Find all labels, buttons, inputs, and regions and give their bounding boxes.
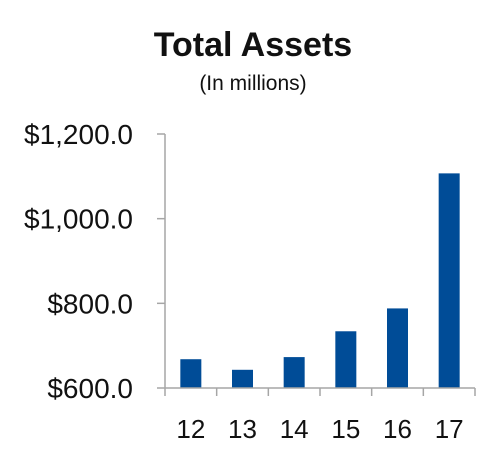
x-axis-tick-labels: 12 13 14 15 16 17: [176, 414, 463, 444]
bar-15: [335, 331, 357, 388]
bars: [180, 173, 460, 388]
y-axis-tick-labels: $600.0 $800.0 $1,000.0 $1,200.0: [24, 119, 133, 404]
chart-subtitle: (In millions): [199, 72, 306, 95]
y-tick-label: $1,000.0: [24, 204, 133, 235]
axes: [157, 133, 476, 396]
x-tick-label: 13: [228, 414, 257, 444]
x-tick-label: 14: [280, 414, 309, 444]
bar-13: [232, 369, 253, 388]
x-tick-label: 16: [383, 414, 412, 444]
y-tick-label: $800.0: [47, 288, 133, 319]
bar-12: [180, 359, 202, 388]
x-tick-label: 15: [331, 414, 360, 444]
bar-16: [387, 308, 408, 388]
bar-14: [283, 357, 305, 388]
bar-17: [438, 173, 460, 388]
x-tick-label: 12: [176, 414, 205, 444]
chart-title: Total Assets: [154, 26, 352, 64]
y-tick-label: $600.0: [47, 373, 133, 404]
x-tick-label: 17: [435, 414, 464, 444]
y-tick-label: $1,200.0: [24, 119, 133, 150]
